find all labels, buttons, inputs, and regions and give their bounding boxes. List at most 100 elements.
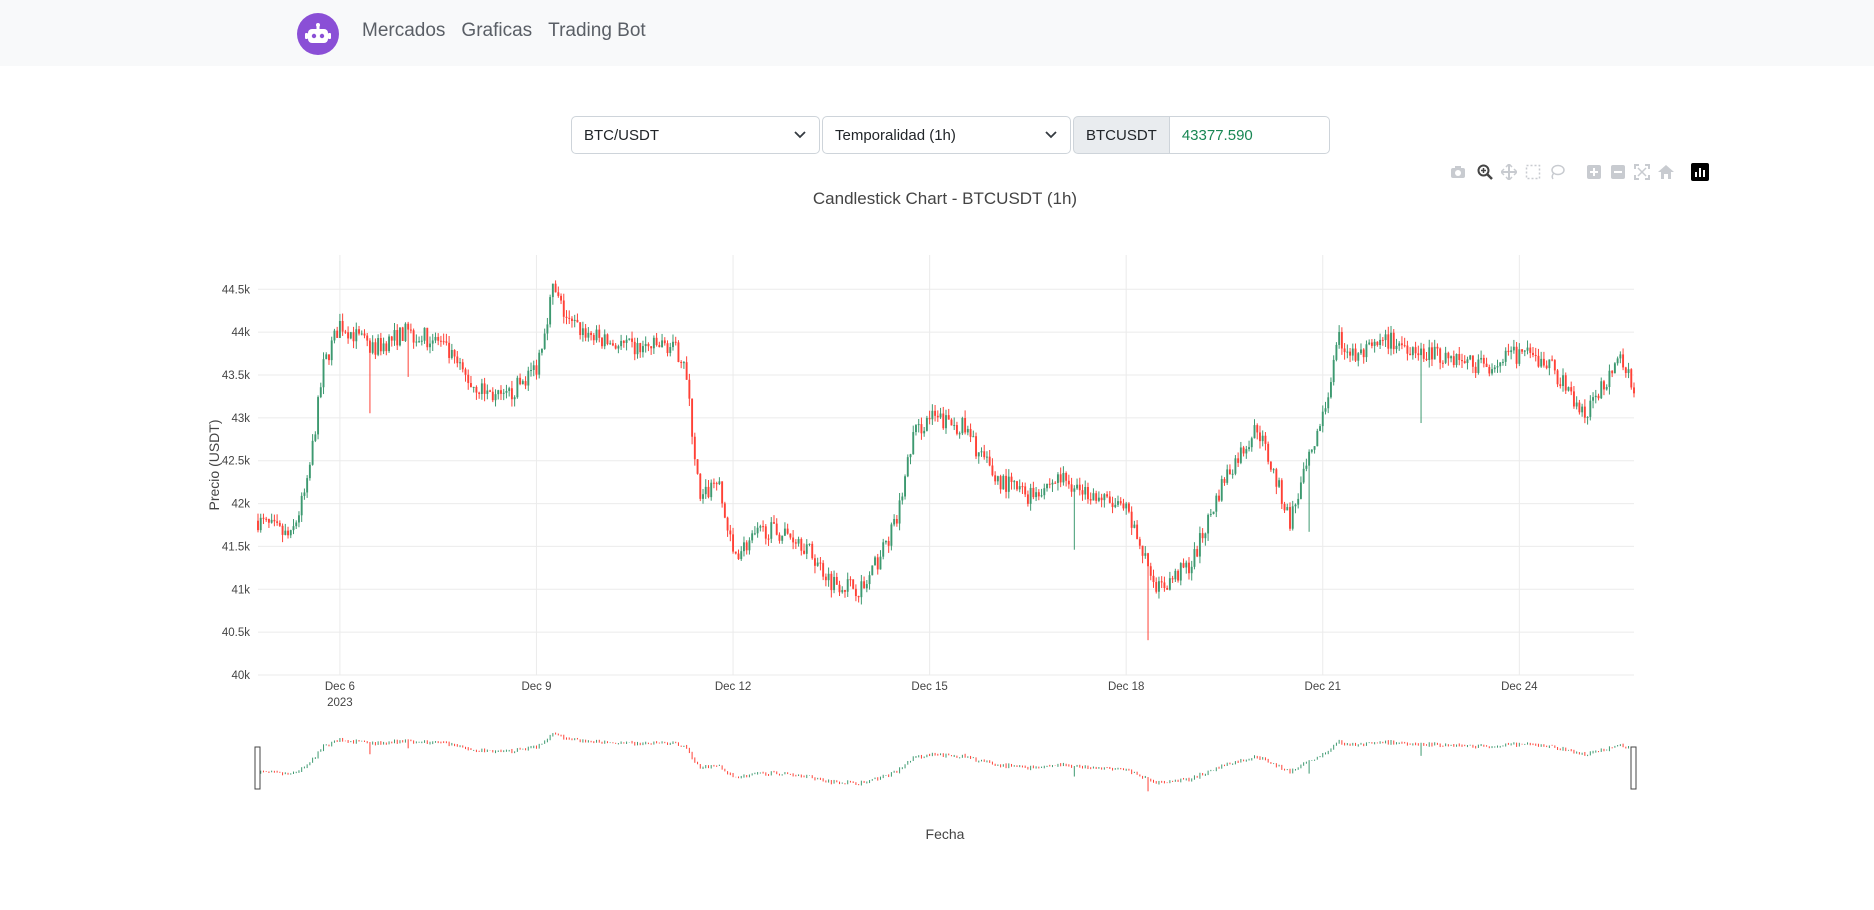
box-select-icon[interactable]: [1524, 163, 1542, 181]
candle: [1313, 446, 1316, 454]
candle: [388, 334, 391, 353]
x-tick-year: 2023: [327, 697, 353, 709]
candle: [480, 378, 483, 400]
price-field[interactable]: 43377.590: [1169, 116, 1330, 154]
candle: [1327, 392, 1330, 414]
candle: [1455, 353, 1458, 368]
x-axis-label: Fecha: [926, 826, 965, 842]
candle: [344, 329, 347, 334]
zoom-icon[interactable]: [1476, 163, 1494, 181]
candle: [297, 511, 300, 528]
zoom-out-icon[interactable]: [1609, 163, 1627, 181]
candle: [762, 520, 765, 532]
candle: [565, 310, 568, 325]
zoom-in-icon[interactable]: [1585, 163, 1603, 181]
candle: [748, 537, 751, 555]
candle: [461, 358, 464, 373]
candle: [1491, 363, 1493, 376]
candle: [1501, 358, 1504, 366]
y-tick-label: 41k: [231, 584, 250, 596]
plotly-logo-icon[interactable]: [1691, 163, 1709, 181]
pan-icon[interactable]: [1500, 163, 1518, 181]
candle: [833, 570, 836, 594]
candle: [915, 424, 917, 436]
candle: [939, 407, 942, 419]
robot-icon[interactable]: [297, 13, 339, 55]
candle: [1578, 399, 1581, 415]
candle: [871, 565, 874, 576]
candle: [1168, 571, 1171, 591]
candle: [540, 348, 543, 356]
candle: [1338, 325, 1341, 349]
candle: [1343, 343, 1346, 360]
candle: [1024, 482, 1027, 498]
symbol-label: BTCUSDT: [1073, 116, 1170, 154]
candle: [1480, 350, 1483, 364]
candle: [374, 338, 377, 360]
lasso-icon[interactable]: [1548, 163, 1566, 181]
candle: [805, 539, 808, 560]
candle: [893, 514, 896, 527]
candle: [347, 326, 350, 344]
candle: [1196, 545, 1199, 558]
nav-link-graficas[interactable]: Graficas: [461, 20, 533, 41]
candle: [898, 492, 901, 531]
pair-select-value: BTC/USDT: [584, 126, 659, 144]
candle: [1193, 542, 1196, 570]
candle: [614, 343, 617, 350]
candle: [950, 418, 953, 426]
candle: [1278, 477, 1281, 489]
nav-link-trading-bot[interactable]: Trading Bot: [548, 20, 646, 41]
rangeslider-handle[interactable]: [1630, 746, 1637, 790]
candle: [822, 560, 825, 581]
candle: [1521, 349, 1524, 355]
candle: [688, 373, 691, 407]
candle: [1188, 557, 1190, 580]
candle: [1332, 355, 1335, 386]
candle: [1534, 347, 1537, 362]
candle: [1103, 493, 1106, 508]
candle: [1436, 343, 1439, 356]
autoscale-icon[interactable]: [1633, 163, 1651, 181]
candle: [1556, 368, 1559, 388]
candle: [538, 349, 541, 379]
candle: [521, 379, 524, 385]
candle: [1117, 495, 1119, 507]
candle: [865, 580, 868, 593]
candle: [721, 481, 724, 508]
candle: [601, 336, 603, 349]
candle: [1032, 481, 1035, 500]
candle: [270, 513, 273, 524]
candle: [691, 398, 694, 445]
candle: [789, 533, 792, 540]
nav-link-mercados[interactable]: Mercados: [362, 20, 446, 41]
y-tick-label: 44.5k: [222, 284, 250, 296]
pair-select[interactable]: BTC/USDT: [571, 116, 820, 154]
candle: [1308, 449, 1311, 532]
home-icon[interactable]: [1657, 163, 1675, 181]
candle: [1125, 501, 1128, 515]
price-input-group: BTCUSDT 43377.590: [1073, 116, 1330, 154]
candle: [1280, 478, 1283, 509]
candle: [985, 451, 988, 463]
timeframe-select[interactable]: Temporalidad (1h): [822, 116, 1071, 154]
rangeslider-handle[interactable]: [254, 746, 261, 790]
candle: [390, 335, 393, 347]
candle: [1409, 347, 1412, 356]
candle: [672, 334, 674, 351]
candle: [551, 283, 554, 305]
candle: [1048, 478, 1051, 489]
camera-icon[interactable]: [1449, 163, 1467, 181]
candle: [1275, 467, 1278, 495]
candle: [983, 444, 986, 460]
candle: [554, 280, 557, 293]
candle: [999, 474, 1002, 494]
candle: [273, 514, 276, 527]
candle: [759, 524, 762, 532]
candle: [1226, 464, 1229, 485]
candle: [439, 335, 442, 347]
candle: [1373, 338, 1376, 353]
candle: [669, 342, 672, 357]
candle: [1564, 372, 1567, 394]
